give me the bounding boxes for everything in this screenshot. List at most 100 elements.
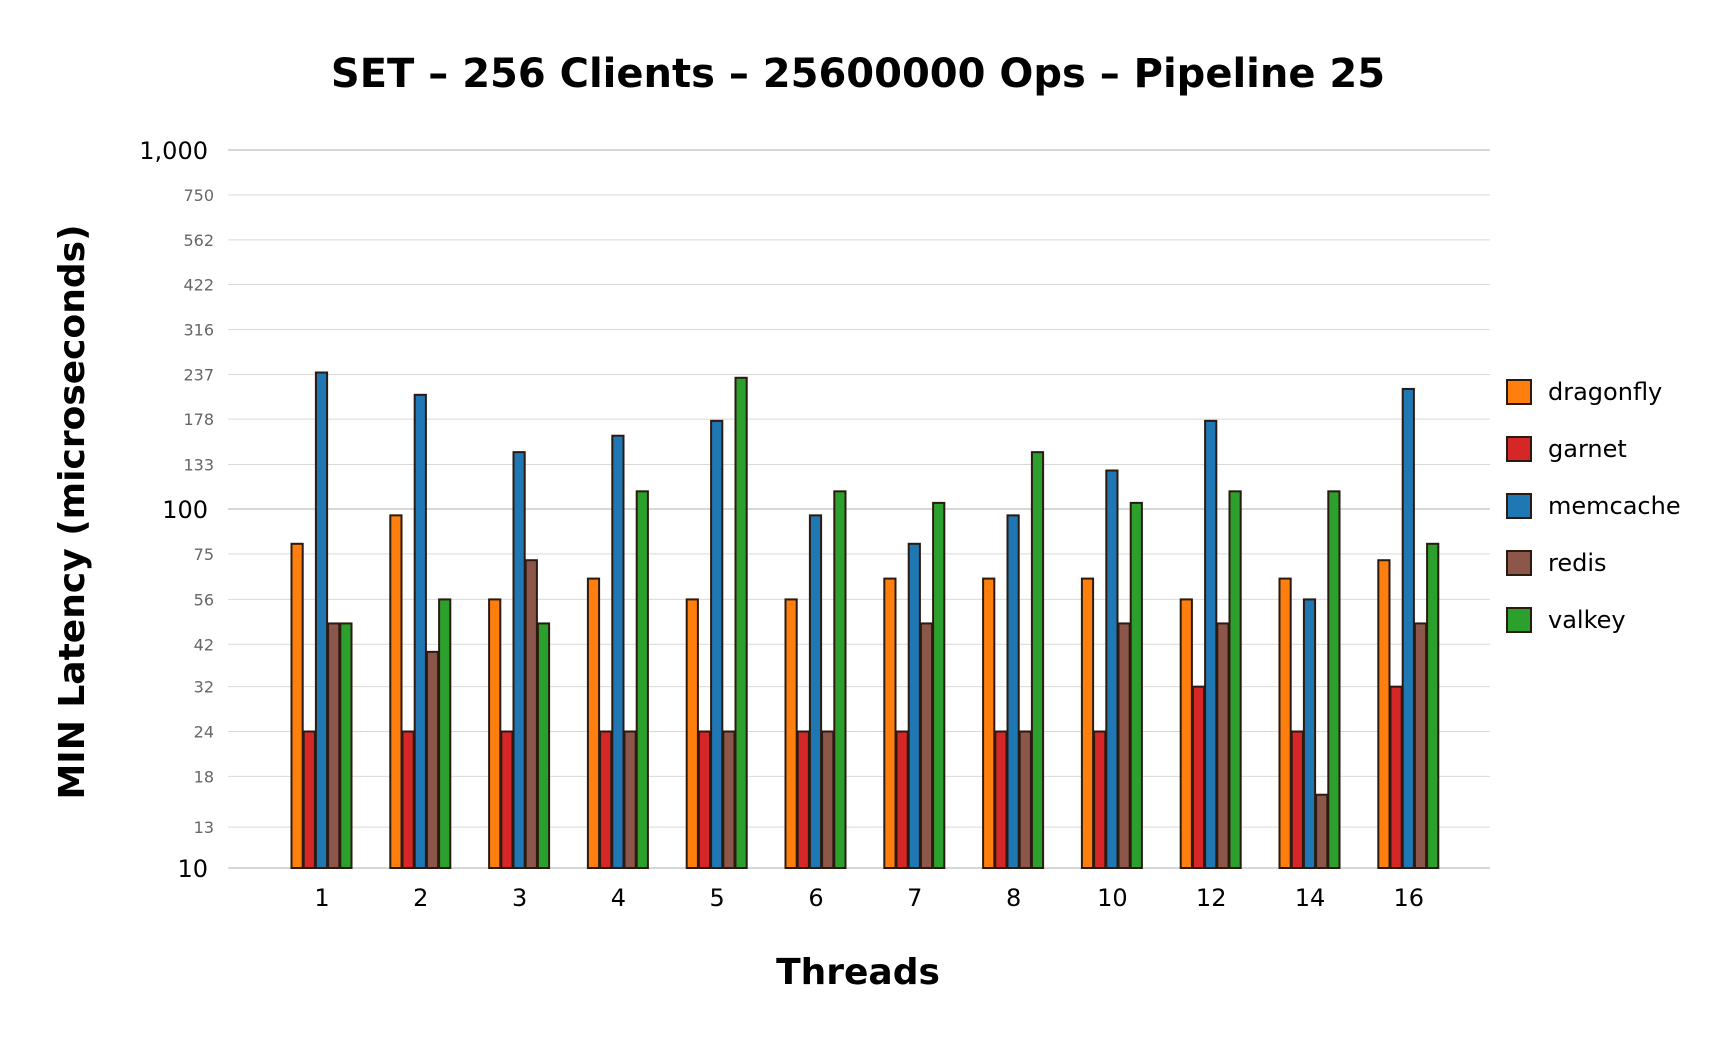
legend-swatch-redis xyxy=(1506,550,1532,576)
bar-dragonfly-1 xyxy=(290,542,304,870)
bar-garnet-4 xyxy=(599,730,613,869)
bar-memcache-5 xyxy=(710,419,724,869)
bar-valkey-14 xyxy=(1327,490,1341,869)
legend-label-memcache: memcache xyxy=(1548,492,1681,520)
bar-dragonfly-10 xyxy=(1080,577,1095,869)
y-axis-ticks: 10 13 18 24 32 42 56 75 100 133 178 237 316 422 562 750… xyxy=(139,137,214,883)
bar-memcache-1 xyxy=(314,371,329,869)
y-tick-label: 562 xyxy=(183,231,214,250)
bar-dragonfly-3 xyxy=(488,598,502,869)
x-tick-label: 2 xyxy=(413,884,428,912)
bar-redis-7 xyxy=(919,622,934,869)
bar-dragonfly-16 xyxy=(1377,559,1391,870)
bar-memcache-3 xyxy=(512,451,526,869)
x-tick-label: 1 xyxy=(314,884,329,912)
bar-garnet-1 xyxy=(302,730,316,869)
bar-valkey-2 xyxy=(438,598,452,869)
bar-garnet-8 xyxy=(994,730,1008,869)
x-axis-title: Threads xyxy=(776,952,940,993)
legend-swatch-garnet xyxy=(1506,436,1532,462)
legend-swatch-memcache xyxy=(1506,493,1532,519)
bar-redis-10 xyxy=(1117,622,1131,869)
bar-dragonfly-7 xyxy=(883,577,897,869)
x-tick-label: 16 xyxy=(1394,884,1425,912)
y-tick-label: 316 xyxy=(183,321,214,340)
y-tick-label: 18 xyxy=(194,767,214,786)
bar-garnet-5 xyxy=(697,730,712,869)
bar-redis-14 xyxy=(1315,793,1329,870)
bar-garnet-12 xyxy=(1191,685,1206,870)
legend-swatch-dragonfly xyxy=(1506,379,1532,405)
bar-redis-4 xyxy=(623,730,637,869)
y-axis-title: MIN Latency (microseconds) xyxy=(52,224,93,799)
bar-memcache-6 xyxy=(808,514,823,869)
bar-redis-1 xyxy=(327,622,341,869)
bars xyxy=(290,371,1440,870)
bar-memcache-14 xyxy=(1302,598,1317,869)
y-tick-label: 13 xyxy=(194,818,214,837)
bar-garnet-6 xyxy=(796,730,810,869)
bar-memcache-4 xyxy=(611,434,625,869)
bar-garnet-14 xyxy=(1290,730,1304,869)
x-tick-label: 4 xyxy=(611,884,626,912)
legend-label-dragonfly: dragonfly xyxy=(1548,378,1662,406)
bar-redis-3 xyxy=(524,559,538,870)
bar-dragonfly-5 xyxy=(685,598,699,869)
y-tick-label: 24 xyxy=(194,723,214,742)
legend: dragonfly garnet memcache redis valkey xyxy=(1506,378,1681,634)
bar-dragonfly-2 xyxy=(389,514,403,869)
bar-valkey-12 xyxy=(1228,490,1242,869)
x-tick-label: 3 xyxy=(512,884,527,912)
bar-garnet-10 xyxy=(1093,730,1107,869)
bar-garnet-7 xyxy=(895,730,909,869)
bar-memcache-7 xyxy=(907,542,921,870)
bar-redis-12 xyxy=(1216,622,1230,869)
bar-memcache-16 xyxy=(1401,387,1415,869)
y-tick-label: 100 xyxy=(162,496,208,524)
bar-redis-5 xyxy=(722,730,736,869)
y-tick-label: 42 xyxy=(194,635,214,654)
bar-valkey-5 xyxy=(734,376,748,869)
bar-memcache-2 xyxy=(413,393,427,869)
bar-dragonfly-14 xyxy=(1278,577,1292,869)
y-tick-label: 422 xyxy=(183,276,214,295)
x-tick-label: 14 xyxy=(1295,884,1326,912)
bar-valkey-10 xyxy=(1129,501,1143,869)
legend-swatch-valkey xyxy=(1506,607,1532,633)
x-tick-label: 7 xyxy=(907,884,922,912)
bar-valkey-7 xyxy=(932,501,946,869)
bar-dragonfly-12 xyxy=(1179,598,1193,869)
bar-redis-2 xyxy=(425,650,440,870)
bar-redis-8 xyxy=(1018,730,1032,869)
bar-memcache-8 xyxy=(1006,514,1020,869)
y-tick-label: 237 xyxy=(183,365,214,384)
x-tick-label: 6 xyxy=(808,884,823,912)
bar-memcache-12 xyxy=(1204,419,1218,869)
y-tick-label: 56 xyxy=(194,590,214,609)
y-tick-label: 32 xyxy=(194,678,214,697)
x-tick-label: 12 xyxy=(1196,884,1227,912)
bar-dragonfly-6 xyxy=(784,598,798,869)
bar-memcache-10 xyxy=(1105,469,1119,869)
bar-valkey-6 xyxy=(833,490,847,869)
bar-valkey-4 xyxy=(635,490,649,869)
bar-garnet-2 xyxy=(401,730,415,869)
bar-garnet-16 xyxy=(1389,685,1403,870)
y-tick-label: 133 xyxy=(183,456,214,475)
x-tick-label: 8 xyxy=(1006,884,1021,912)
bar-garnet-3 xyxy=(500,730,514,869)
bar-redis-6 xyxy=(821,730,835,869)
bar-redis-16 xyxy=(1413,622,1428,869)
bar-valkey-16 xyxy=(1426,542,1440,870)
bar-dragonfly-4 xyxy=(586,577,601,869)
x-axis-ticks: 1 2 3 4 5 6 7 8 10 12 14 16 xyxy=(314,884,1424,912)
y-tick-label: 178 xyxy=(183,410,214,429)
bar-valkey-3 xyxy=(536,622,551,869)
y-tick-label: 75 xyxy=(194,545,214,564)
chart-title: SET – 256 Clients – 25600000 Ops – Pipel… xyxy=(331,51,1385,97)
x-tick-label: 5 xyxy=(710,884,725,912)
legend-label-garnet: garnet xyxy=(1548,435,1627,463)
bar-valkey-8 xyxy=(1030,451,1045,869)
